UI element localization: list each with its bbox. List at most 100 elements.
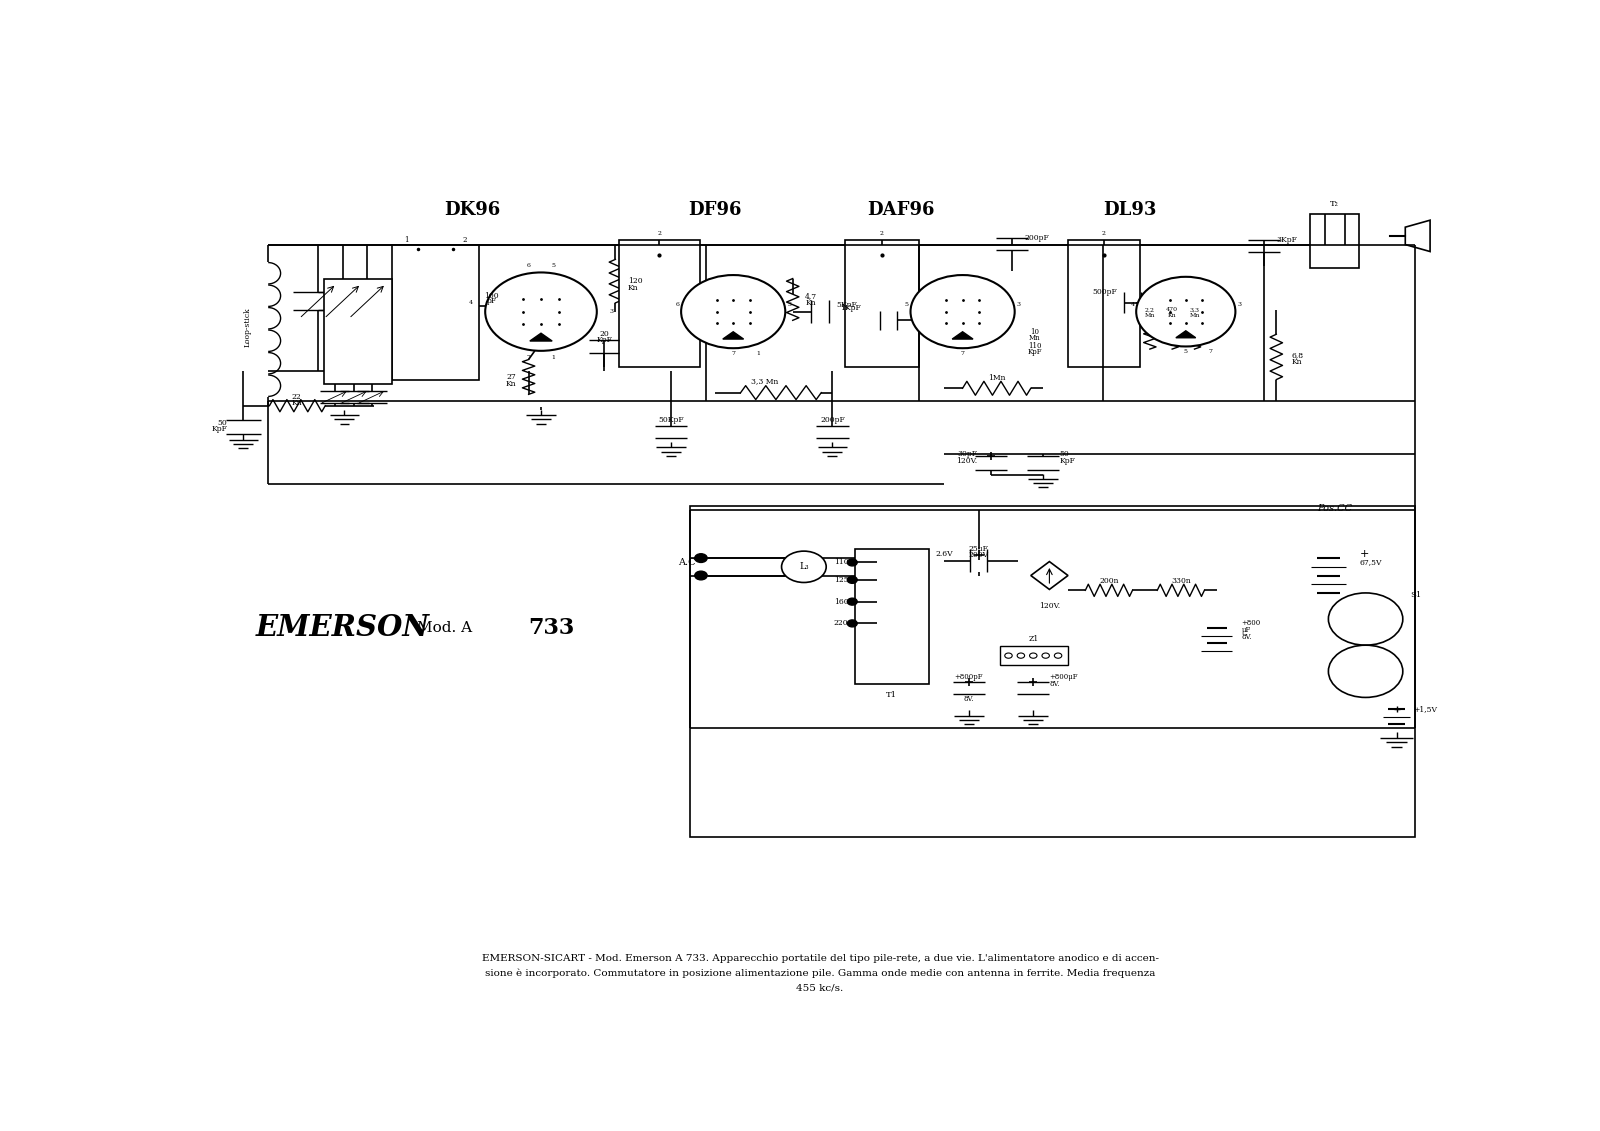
- Text: 200pF: 200pF: [1024, 234, 1050, 242]
- Polygon shape: [1030, 562, 1069, 589]
- Polygon shape: [1405, 221, 1430, 251]
- Text: 100: 100: [485, 292, 499, 300]
- Text: 7: 7: [960, 351, 965, 356]
- Circle shape: [1328, 593, 1403, 645]
- Text: 1: 1: [757, 351, 760, 356]
- Text: KpF: KpF: [1027, 347, 1042, 355]
- Text: L₃: L₃: [798, 562, 808, 571]
- Text: Kn: Kn: [506, 380, 517, 388]
- Circle shape: [848, 559, 858, 566]
- Text: Mod. A: Mod. A: [418, 621, 472, 634]
- Text: 6: 6: [526, 264, 531, 268]
- Text: 30pF: 30pF: [957, 450, 978, 458]
- Text: Mn: Mn: [1144, 313, 1155, 319]
- Text: Pos.CC: Pos.CC: [1317, 504, 1352, 513]
- Text: 7: 7: [1208, 349, 1213, 354]
- Circle shape: [848, 577, 858, 584]
- Text: Loop-stick: Loop-stick: [243, 308, 251, 347]
- Circle shape: [781, 551, 826, 582]
- Text: Kn: Kn: [291, 399, 302, 407]
- Text: DF96: DF96: [688, 200, 741, 218]
- Circle shape: [694, 554, 707, 562]
- Text: 20: 20: [600, 330, 610, 338]
- Text: 2,2: 2,2: [1146, 308, 1155, 312]
- Text: -: -: [1360, 593, 1363, 603]
- Text: 125: 125: [834, 576, 848, 584]
- Text: EMERSON: EMERSON: [256, 613, 430, 642]
- Circle shape: [1328, 645, 1403, 698]
- Text: KpF: KpF: [211, 425, 227, 433]
- Bar: [845, 240, 920, 366]
- Text: 200pF: 200pF: [821, 416, 845, 424]
- Circle shape: [910, 275, 1014, 348]
- Text: 5: 5: [906, 302, 909, 308]
- Circle shape: [694, 571, 707, 580]
- Bar: [323, 279, 392, 383]
- Text: Z1: Z1: [1029, 636, 1038, 644]
- Text: KpF: KpF: [597, 336, 613, 344]
- Text: DL93: DL93: [1104, 200, 1157, 218]
- Text: 120: 120: [627, 277, 643, 285]
- Bar: [854, 550, 930, 684]
- Text: 8V.: 8V.: [1050, 681, 1059, 689]
- Text: 50KpF: 50KpF: [658, 416, 685, 424]
- Text: 200n: 200n: [1099, 577, 1118, 585]
- Circle shape: [1054, 653, 1062, 658]
- Text: 1: 1: [403, 236, 408, 244]
- Text: 3: 3: [1237, 302, 1242, 308]
- Text: 3: 3: [787, 302, 790, 308]
- Text: 2: 2: [1102, 231, 1106, 235]
- Text: Mn: Mn: [1189, 313, 1200, 319]
- Text: pF: pF: [486, 297, 496, 305]
- Text: Kn: Kn: [1168, 313, 1176, 319]
- Text: S1: S1: [1410, 590, 1421, 598]
- Text: 25μF: 25μF: [968, 545, 989, 553]
- Text: 3KpF: 3KpF: [1277, 236, 1298, 244]
- Text: 7: 7: [526, 355, 531, 361]
- Polygon shape: [952, 331, 973, 339]
- Text: +800μF: +800μF: [1050, 673, 1078, 681]
- Text: 1KpF: 1KpF: [840, 304, 861, 312]
- Text: 22: 22: [291, 392, 301, 402]
- Text: 5KpF: 5KpF: [837, 301, 858, 309]
- Circle shape: [682, 275, 786, 348]
- Text: 733: 733: [528, 616, 574, 639]
- Text: 3,3: 3,3: [1189, 308, 1200, 312]
- Text: 5: 5: [1184, 349, 1187, 354]
- Text: 1Mn: 1Mn: [989, 374, 1006, 382]
- Text: 7: 7: [731, 351, 736, 356]
- Text: 4: 4: [1131, 302, 1134, 308]
- Circle shape: [1136, 277, 1235, 346]
- Text: μF: μF: [1242, 627, 1251, 634]
- Bar: [619, 240, 699, 366]
- Polygon shape: [530, 334, 552, 342]
- Text: 3: 3: [1016, 302, 1021, 308]
- Text: 3,3 Mn: 3,3 Mn: [750, 378, 778, 386]
- Text: +: +: [1360, 549, 1368, 559]
- Text: Kn: Kn: [627, 284, 638, 292]
- Text: 50: 50: [1059, 450, 1069, 458]
- Text: T1: T1: [886, 691, 898, 699]
- Text: 110: 110: [834, 559, 848, 567]
- Bar: [690, 506, 1414, 837]
- Text: +800pF: +800pF: [955, 673, 982, 681]
- Text: 2.6V: 2.6V: [936, 550, 954, 558]
- Text: 120V.: 120V.: [1038, 602, 1059, 610]
- Text: 1: 1: [552, 355, 555, 361]
- Text: DK96: DK96: [445, 200, 501, 218]
- Bar: [392, 244, 478, 380]
- Text: KpF: KpF: [1059, 457, 1075, 466]
- Text: 6: 6: [675, 302, 680, 308]
- Text: 6,8: 6,8: [1291, 352, 1304, 360]
- Text: 10: 10: [1030, 328, 1038, 336]
- Text: 5: 5: [552, 264, 555, 268]
- Text: 470: 470: [1166, 308, 1178, 312]
- Circle shape: [848, 598, 858, 605]
- Text: 330n: 330n: [1171, 577, 1190, 585]
- Polygon shape: [1176, 330, 1195, 338]
- Text: 4,7: 4,7: [805, 292, 818, 300]
- Text: Kn: Kn: [1291, 359, 1302, 366]
- Bar: [1069, 240, 1139, 366]
- Text: EMERSON-SICART - Mod. Emerson A 733. Apparecchio portatile del tipo pile-rete, a: EMERSON-SICART - Mod. Emerson A 733. App…: [482, 955, 1158, 964]
- Text: 27: 27: [507, 373, 517, 381]
